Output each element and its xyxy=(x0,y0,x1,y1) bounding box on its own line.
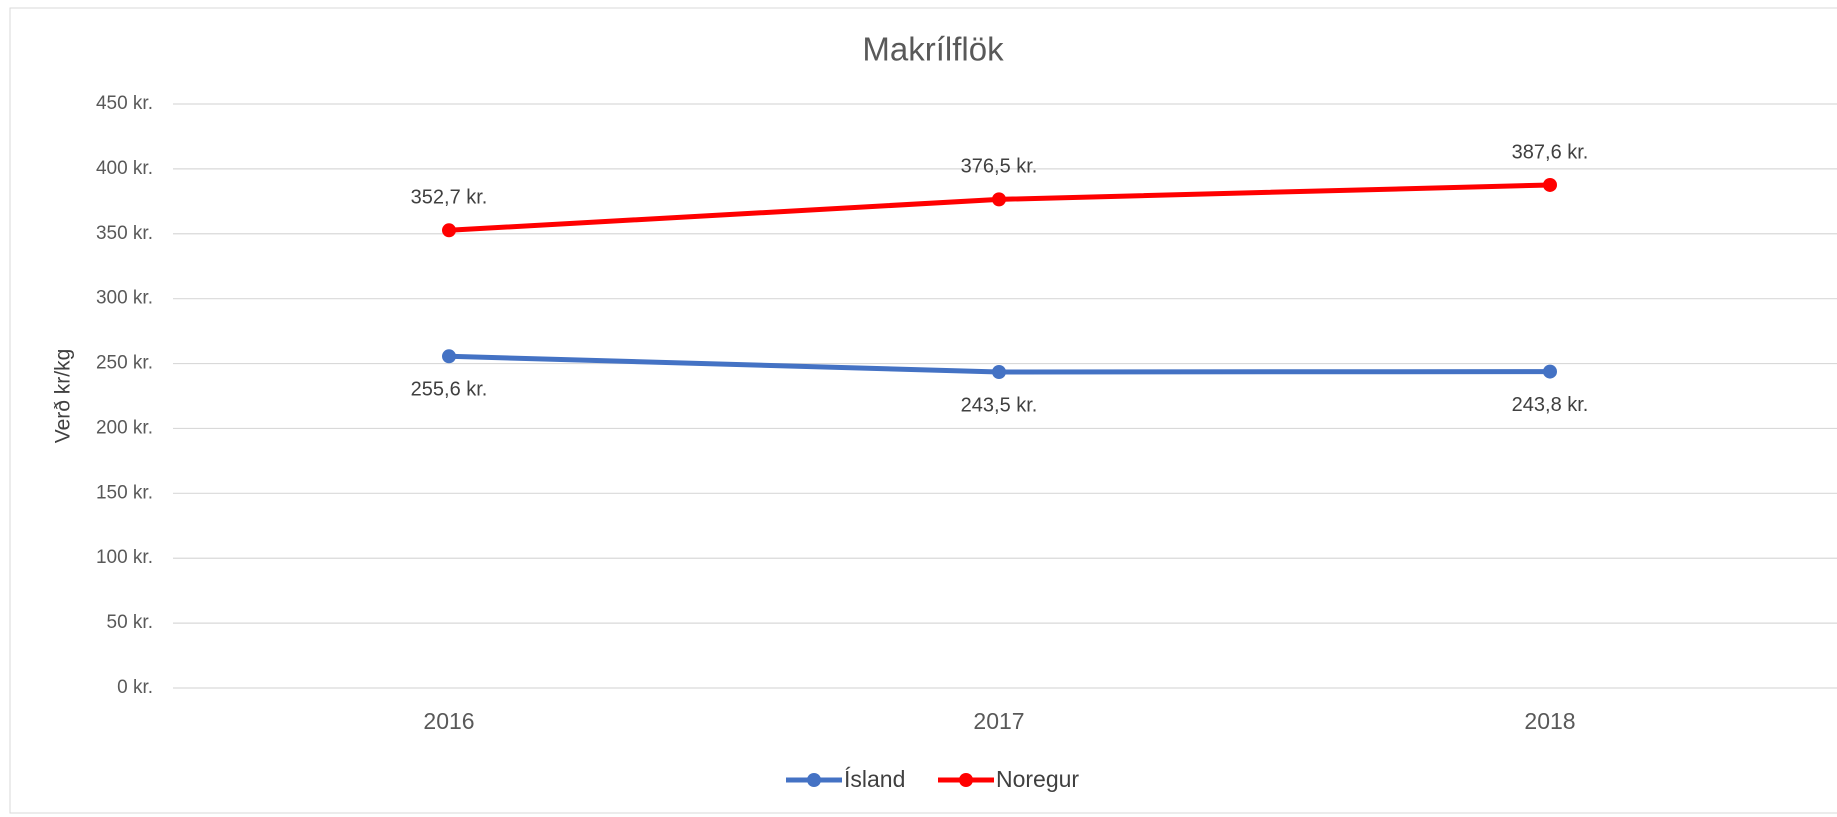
data-label: 376,5 kr. xyxy=(961,156,1038,178)
chart-border xyxy=(9,7,1837,814)
y-axis-title: Verð kr/kg xyxy=(52,349,75,444)
data-label: 387,6 kr. xyxy=(1512,141,1589,163)
x-tick-label: 2016 xyxy=(423,708,474,734)
y-tick-label: 0 kr. xyxy=(117,677,153,698)
y-tick-label: 300 kr. xyxy=(96,288,153,309)
y-tick-label: 250 kr. xyxy=(96,353,153,374)
x-tick-label: 2017 xyxy=(973,708,1024,734)
legend-label: Noregur xyxy=(996,766,1079,792)
marker xyxy=(442,223,456,238)
data-label: 255,6 kr. xyxy=(411,379,488,401)
marker xyxy=(992,364,1006,379)
y-tick-label: 450 kr. xyxy=(96,93,153,114)
chart-title: Makrílflök xyxy=(862,31,1004,68)
y-tick-label: 350 kr. xyxy=(96,223,153,244)
y-tick-label: 50 kr. xyxy=(107,612,153,633)
y-tick-label: 400 kr. xyxy=(96,158,153,179)
y-tick-label: 100 kr. xyxy=(96,547,153,568)
y-tick-label: 200 kr. xyxy=(96,417,153,438)
data-label: 243,5 kr. xyxy=(961,394,1038,416)
data-label: 352,7 kr. xyxy=(411,187,488,209)
marker xyxy=(992,192,1006,207)
marker xyxy=(1543,177,1557,192)
legend-marker xyxy=(959,773,973,787)
legend-label: Ísland xyxy=(844,766,905,792)
y-tick-label: 150 kr. xyxy=(96,482,153,503)
legend-marker xyxy=(807,773,821,787)
x-tick-label: 2018 xyxy=(1524,708,1575,734)
data-label: 243,8 kr. xyxy=(1512,394,1589,416)
marker xyxy=(1543,364,1557,379)
marker xyxy=(442,349,456,364)
